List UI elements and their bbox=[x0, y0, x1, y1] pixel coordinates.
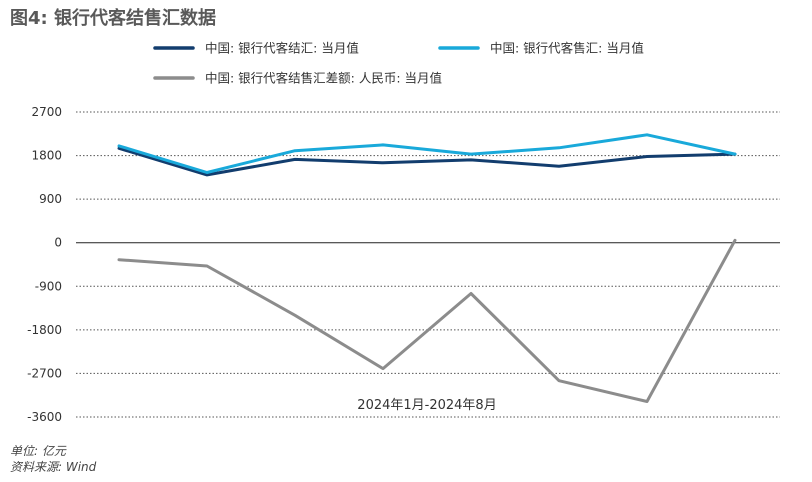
y-tick-label: -900 bbox=[35, 279, 62, 293]
y-tick-label: 900 bbox=[39, 192, 62, 206]
y-tick-label: -2700 bbox=[27, 366, 62, 380]
series-lines bbox=[117, 133, 737, 403]
date-range-label: 2024年1月-2024年8月 bbox=[357, 398, 496, 413]
legend-label-1: 中国: 银行代客结汇: 当月值 bbox=[205, 41, 359, 56]
series-line-3 bbox=[117, 238, 737, 403]
y-tick-label: 2700 bbox=[31, 105, 62, 119]
chart-title: 图4: 银行代客结售汇数据 bbox=[10, 8, 216, 29]
grid-lines bbox=[76, 111, 780, 418]
series-line-2 bbox=[117, 133, 737, 174]
y-tick-label: 1800 bbox=[31, 149, 62, 163]
y-axis: 2700 1800 900 0 -900 -1800 -2700 -3600 bbox=[27, 105, 62, 424]
source-note: 资料来源: Wind bbox=[10, 460, 97, 474]
unit-note: 单位: 亿元 bbox=[10, 444, 66, 458]
legend-label-2: 中国: 银行代客售汇: 当月值 bbox=[490, 41, 644, 56]
y-tick-label: -3600 bbox=[27, 410, 62, 424]
series-line-1 bbox=[117, 146, 737, 177]
y-tick-label: -1800 bbox=[27, 323, 62, 337]
y-tick-label: 0 bbox=[54, 236, 62, 250]
legend-label-3: 中国: 银行代客结售汇差额: 人民币: 当月值 bbox=[205, 71, 442, 86]
footer-notes: 单位: 亿元 资料来源: Wind bbox=[10, 443, 96, 475]
